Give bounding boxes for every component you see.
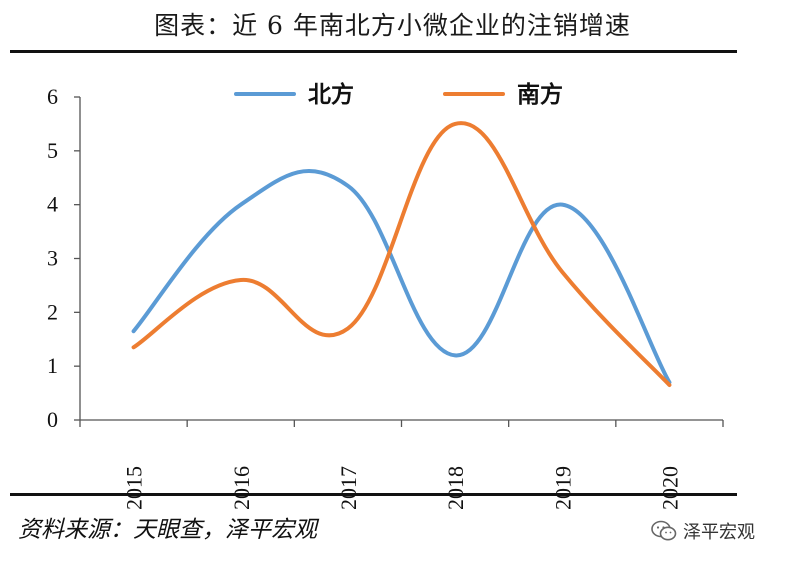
y-tick-label: 5 <box>47 138 58 163</box>
series-line-north <box>131 169 672 385</box>
series-line-south <box>131 121 672 388</box>
top-rule <box>10 50 737 53</box>
y-tick-label: 2 <box>47 299 58 324</box>
watermark: 泽平宏观 <box>651 518 755 544</box>
x-tick-label: 2016 <box>229 466 254 510</box>
y-tick-label: 1 <box>47 353 58 378</box>
x-tick-label: 2015 <box>122 466 147 510</box>
x-axis: 2015 2016 2017 2018 2019 2020 <box>79 419 724 510</box>
x-tick-label: 2017 <box>336 466 361 510</box>
legend-label: 北方 <box>308 81 354 108</box>
source-note: 资料来源：天眼查，泽平宏观 <box>18 517 317 543</box>
legend: 北方 南方 <box>234 81 563 108</box>
y-tick-label: 3 <box>47 246 58 271</box>
y-axis: 0 1 2 3 4 5 6 <box>47 84 81 432</box>
page-title: 图表：近 6 年南北方小微企业的注销增速 <box>154 11 631 40</box>
x-tick-label: 2020 <box>657 466 682 510</box>
wechat-icon <box>651 520 677 541</box>
legend-label: 南方 <box>517 81 563 108</box>
y-tick-label: 4 <box>47 192 58 217</box>
watermark-text: 泽平宏观 <box>683 522 755 543</box>
y-tick-label: 0 <box>47 407 58 432</box>
bottom-rule <box>10 493 737 496</box>
y-tick-label: 6 <box>47 84 58 109</box>
x-tick-label: 2019 <box>550 466 575 510</box>
series-lines <box>131 121 672 388</box>
x-tick-label: 2018 <box>443 466 468 510</box>
